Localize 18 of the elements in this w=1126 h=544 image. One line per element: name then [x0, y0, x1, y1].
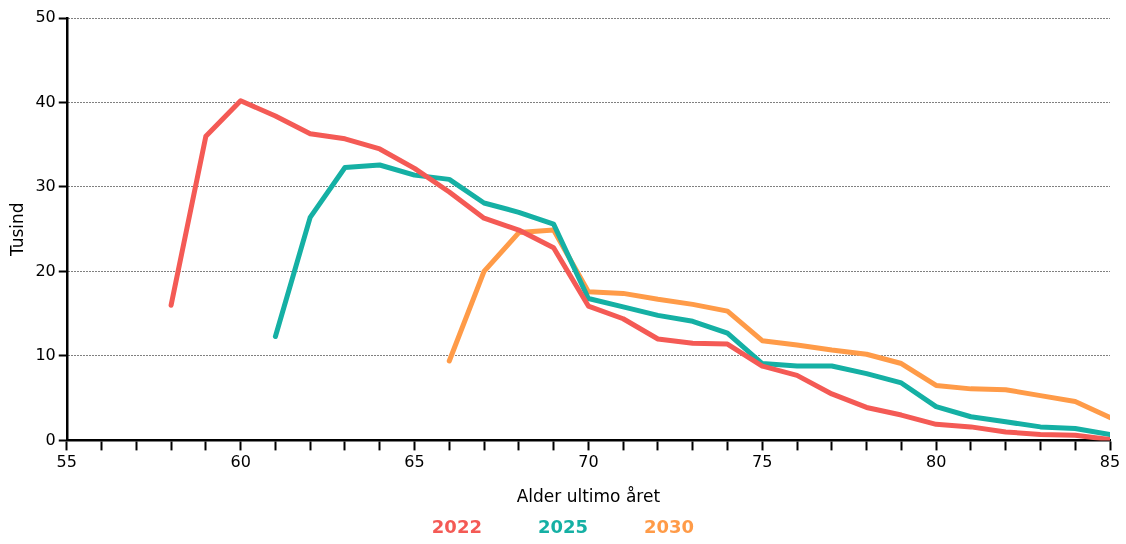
x-tick-label: 70	[578, 452, 599, 472]
x-tick-label: 65	[404, 452, 425, 472]
x-tick-label: 55	[56, 452, 77, 472]
y-tick-label: 20	[35, 260, 56, 280]
y-tick-label: 0	[45, 429, 56, 449]
text: 2022	[431, 515, 482, 537]
x-tick-label: 85	[1099, 452, 1121, 472]
x-tick-label: 80	[925, 452, 947, 472]
x-tick-label: 60	[230, 452, 251, 472]
y-tick-label: 40	[35, 91, 56, 111]
y-tick-label: 50	[35, 7, 56, 27]
y-tick-label: 30	[35, 176, 56, 196]
x-axis-title: Alder ultimo året	[516, 486, 661, 507]
x-tick-label: 75	[752, 452, 773, 472]
text: 2030	[644, 515, 695, 537]
y-axis-title: Tusind	[6, 202, 27, 258]
y-tick-label: 10	[35, 345, 56, 365]
text: 2025	[537, 515, 589, 537]
